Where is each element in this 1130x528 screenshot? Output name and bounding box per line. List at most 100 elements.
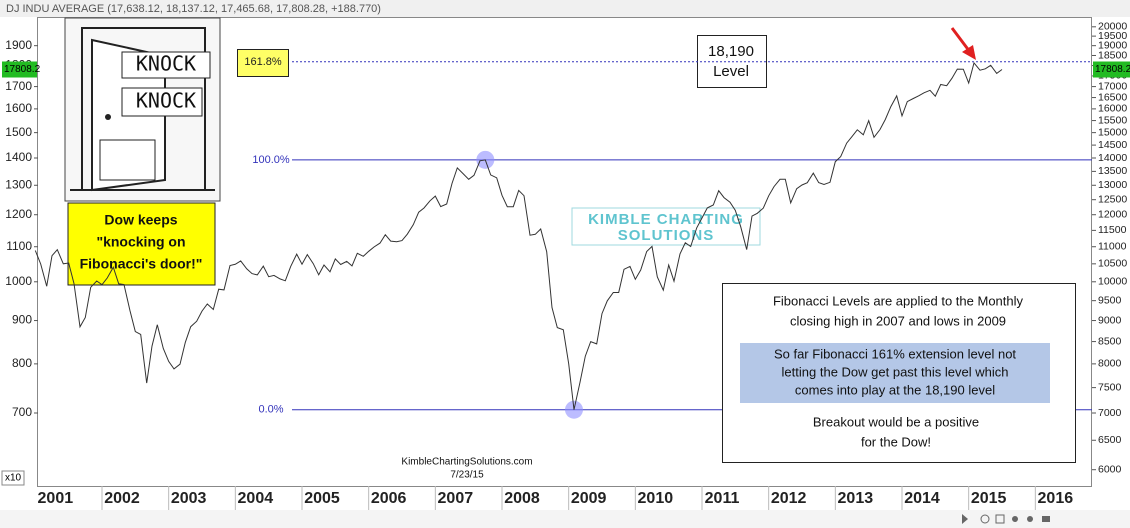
zoom-icon[interactable]	[1027, 516, 1033, 522]
x-tick-label: 2014	[904, 490, 940, 507]
last-value-left-label: 17808.2	[4, 64, 41, 75]
last-value-tag	[2, 61, 37, 78]
watermark-box	[571, 207, 761, 246]
y-tick-label: 8000	[1098, 358, 1122, 370]
y-tick-label: 15000	[1098, 126, 1127, 138]
x-tick-label: 2013	[838, 490, 874, 507]
x-tick-label: 2009	[571, 490, 607, 507]
y2-tick-label: 1000	[5, 274, 32, 288]
y-tick-label: 10000	[1098, 276, 1127, 288]
y-tick-label: 16000	[1098, 103, 1127, 115]
chart-title: DJ INDU AVERAGE (17,638.12, 18,137.12, 1…	[6, 3, 381, 15]
x-tick-label: 2012	[771, 490, 807, 507]
door-text: KNOCK	[136, 52, 196, 76]
level-note: 18,190	[708, 43, 754, 60]
info-highlight: comes into play at the 18,190 level	[795, 382, 995, 397]
watermark: KIMBLE CHARTING	[588, 211, 744, 228]
x-tick-label: 2005	[304, 490, 340, 507]
m-icon[interactable]	[995, 514, 1005, 524]
y2-tick-label: 900	[12, 313, 32, 327]
callout: "knocking on	[96, 234, 185, 250]
info-bottom: for the Dow!	[861, 434, 931, 449]
x-tick-label: 2002	[104, 490, 140, 507]
info-highlight: letting the Dow get past this level whic…	[782, 364, 1009, 379]
y-tick-label: 12000	[1098, 208, 1127, 220]
y-tick-label: 19000	[1098, 39, 1127, 51]
y2-tick-label: 1200	[5, 207, 32, 221]
toolbar	[0, 510, 1130, 528]
callout: Fibonacci's door!"	[80, 256, 203, 272]
y-tick-label: 14500	[1098, 139, 1127, 151]
y-tick-label: 14000	[1098, 152, 1127, 164]
x-tick-label: 2003	[171, 490, 207, 507]
door-knob	[105, 114, 111, 120]
price-line	[34, 61, 1003, 410]
last-value-tag	[1093, 61, 1130, 78]
y-tick-label: 11500	[1098, 224, 1127, 236]
door-cartoon	[64, 17, 221, 202]
door-frame	[81, 27, 206, 190]
x-tick-label: 2006	[371, 490, 407, 507]
y-tick-label: 9500	[1098, 294, 1122, 306]
x-tick-label: 2010	[638, 490, 674, 507]
credit: 7/23/15	[450, 470, 484, 481]
y2-tick-label: 1400	[5, 150, 32, 164]
x-tick-label: 2016	[1038, 490, 1074, 507]
fib-level-label: 161.8%	[244, 56, 282, 68]
header-bar	[0, 0, 1130, 17]
play-icon[interactable]	[962, 514, 968, 524]
x-tick-label: 2001	[38, 490, 74, 507]
y-tick-label: 6500	[1098, 434, 1122, 446]
y-tick-label: 11000	[1098, 241, 1127, 253]
y-tick-label: 20000	[1098, 21, 1127, 33]
y2-tick-label: 1700	[5, 79, 32, 93]
door-text: KNOCK	[136, 89, 196, 113]
y2-tick-label: 1100	[6, 239, 32, 253]
fib-level-label: 100.0%	[252, 154, 290, 166]
y-tick-label: 6000	[1098, 463, 1122, 475]
info-highlight	[740, 343, 1050, 403]
fib-level-label: 0.0%	[258, 404, 283, 416]
settings-icon[interactable]	[1042, 516, 1050, 522]
y2-tick-label: 700	[12, 405, 32, 419]
x-tick-label: 2007	[438, 490, 474, 507]
y2-tick-label: 1500	[5, 125, 32, 139]
y2-tick-label: 1900	[5, 38, 32, 52]
arrow-head	[962, 45, 976, 60]
toolbar-icons	[962, 514, 1050, 524]
plot-frame	[37, 17, 1092, 487]
callout: Dow keeps	[104, 212, 177, 228]
credit: KimbleChartingSolutions.com	[401, 457, 532, 468]
callout-box	[67, 202, 216, 286]
y-tick-label: 13000	[1098, 179, 1127, 191]
y-tick-label: 12500	[1098, 193, 1127, 205]
info-highlight: So far Fibonacci 161% extension level no…	[774, 346, 1016, 361]
zoom-icon[interactable]	[1012, 516, 1018, 522]
axis-unit: x10	[5, 473, 22, 484]
knock-board	[121, 51, 211, 79]
x-tick-label: 2008	[504, 490, 540, 507]
y2-tick-label: 1600	[5, 101, 32, 115]
y-tick-label: 15500	[1098, 114, 1127, 126]
y-tick-label: 18500	[1098, 49, 1127, 61]
overlay: So far Fibonacci 161% extension level no…	[722, 283, 1076, 463]
x-tick-label: 2011	[705, 490, 740, 507]
y2-tick-label: 800	[12, 356, 32, 370]
level-note: Level	[713, 63, 749, 80]
watermark: SOLUTIONS	[618, 227, 715, 244]
level-box	[237, 49, 289, 77]
x-tick-label: 2015	[971, 490, 1007, 507]
last-value-label: 17808.28	[1095, 64, 1130, 75]
y-tick-label: 9000	[1098, 314, 1122, 326]
y-tick-label: 7000	[1098, 407, 1122, 419]
arrow	[950, 27, 972, 53]
axis-unit-box	[1, 470, 25, 486]
knock-board	[121, 87, 203, 117]
info-top: closing high in 2007 and lows in 2009	[790, 313, 1006, 328]
y-tick-label: 8500	[1098, 335, 1122, 347]
refresh-icon[interactable]	[980, 514, 990, 524]
y-tick-label: 7500	[1098, 381, 1122, 393]
y2-tick-label: 1300	[5, 177, 32, 191]
